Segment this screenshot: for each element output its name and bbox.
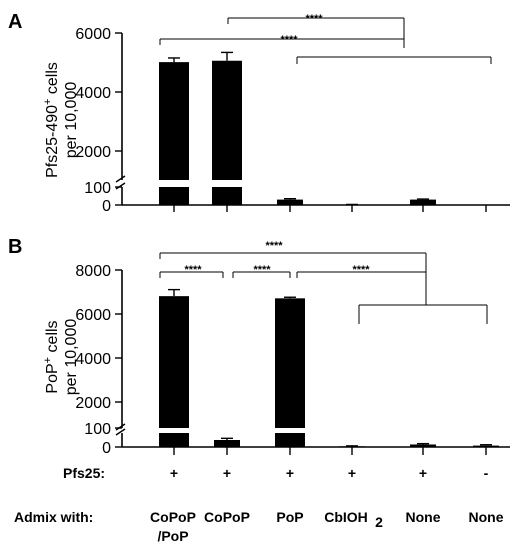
significance-stars: **** <box>184 264 202 276</box>
y-tick-label: 100 <box>84 180 111 197</box>
bar <box>277 199 303 205</box>
bar <box>159 187 189 205</box>
pfs25-sign: + <box>286 465 294 481</box>
y-tick-label: 8000 <box>75 263 111 280</box>
significance-stars: **** <box>305 13 323 25</box>
y-tick-label: 4000 <box>75 85 111 102</box>
y-axis-label: Pfs25-490+ cellsper 10,000 <box>42 62 80 178</box>
y-axis-label-line1: Pfs25-490+ cells <box>42 62 61 178</box>
y-tick-label: 100 <box>84 421 111 438</box>
bar <box>159 62 189 180</box>
admix-label: CbIOH <box>324 509 368 525</box>
pfs25-sign: - <box>484 465 489 481</box>
significance-stars: **** <box>280 34 298 46</box>
admix-label: PoP <box>276 509 303 525</box>
y-axis-label: PoP+ cells per 10,000 <box>42 319 80 396</box>
y-tick-label: 0 <box>102 440 111 457</box>
pfs25-sign: + <box>170 465 178 481</box>
bar <box>339 446 365 447</box>
bar <box>473 445 499 447</box>
y-axis-label-line2: per 10,000 <box>63 82 80 159</box>
y-axis-label-line2: per 10,000 <box>63 319 80 396</box>
y-tick-label: 2000 <box>75 395 111 412</box>
y-tick-label: 6000 <box>75 307 111 324</box>
significance-stars: **** <box>352 264 370 276</box>
admix-label: None <box>469 509 504 525</box>
significance-stars: **** <box>265 240 283 252</box>
pfs25-row-label: Pfs25: <box>63 465 105 481</box>
bar <box>410 444 436 447</box>
bar <box>212 187 242 205</box>
y-axis-label-line1: PoP+ cells <box>42 320 61 393</box>
admix-subscript: 2 <box>375 514 383 530</box>
admix-label: CoPoP <box>204 509 250 525</box>
bar <box>212 60 242 180</box>
admix-label-line2: /PoP <box>157 528 188 544</box>
pfs25-sign: + <box>348 465 356 481</box>
axis-break-mark <box>115 182 126 190</box>
admix-label: CoPoP <box>150 509 196 525</box>
axis-break-mark <box>115 428 126 436</box>
bar <box>275 298 305 428</box>
bar <box>410 199 436 205</box>
bar <box>159 296 189 428</box>
admix-row-label: Admix with: <box>14 509 93 525</box>
pfs25-sign: + <box>419 465 427 481</box>
axis-break-mark <box>115 423 126 431</box>
bar <box>214 440 240 447</box>
y-tick-label: 0 <box>102 198 111 215</box>
bar <box>275 433 305 447</box>
panel-letter: B <box>8 236 22 258</box>
y-tick-label: 2000 <box>75 144 111 161</box>
significance-stars: **** <box>253 264 271 276</box>
y-tick-label: 4000 <box>75 351 111 368</box>
admix-label: None <box>406 509 441 525</box>
y-tick-label: 6000 <box>75 26 111 43</box>
pfs25-sign: + <box>223 465 231 481</box>
axis-break-mark <box>115 175 126 183</box>
bar <box>159 433 189 447</box>
panel-letter: A <box>8 11 22 33</box>
